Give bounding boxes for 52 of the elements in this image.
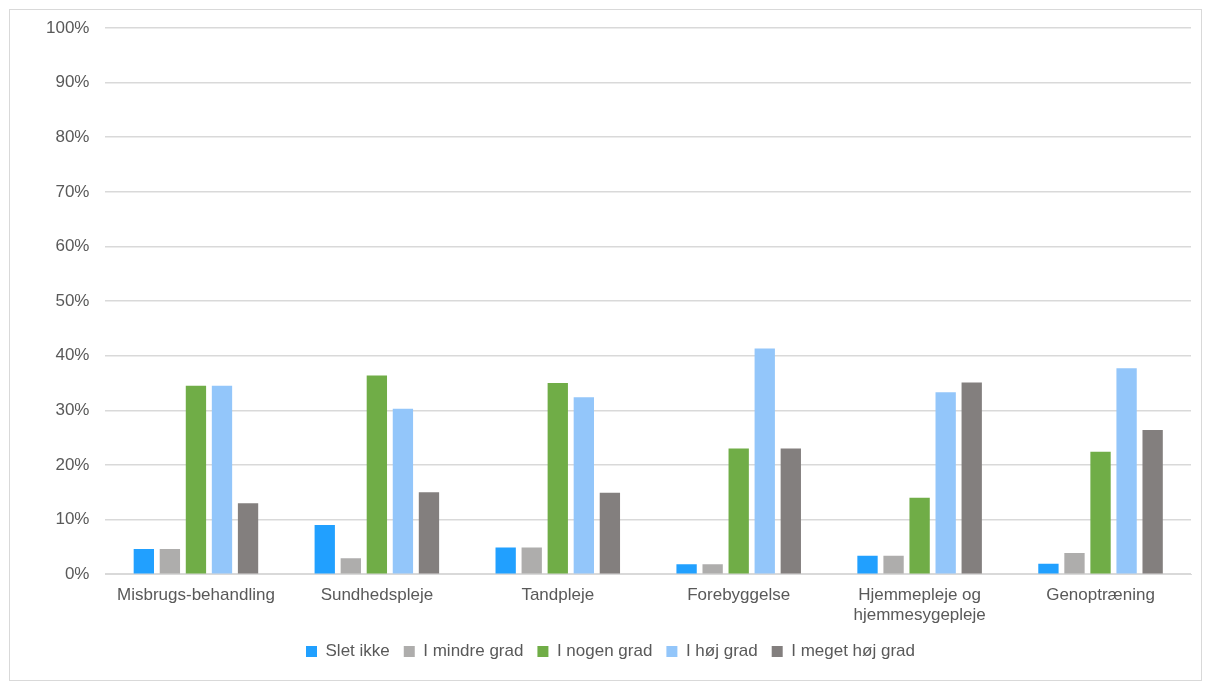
legend-label: I nogen grad [556, 641, 653, 661]
y-tick-label: 10% [55, 509, 90, 529]
bar [418, 492, 440, 574]
x-tick-label: Genoptræning [1046, 585, 1155, 605]
x-tick-label: Hjemmepleje og hjemmesygepleje [853, 585, 986, 625]
bar [366, 375, 388, 574]
bar [392, 408, 414, 574]
bar [1064, 552, 1085, 574]
bar [754, 348, 775, 574]
x-tick-label: Forebyggelse [687, 585, 791, 605]
bar [521, 547, 542, 574]
legend-label: I høj grad [685, 641, 758, 661]
bar [1090, 451, 1111, 574]
legend-label: Slet ikke [325, 641, 390, 661]
bar [314, 525, 335, 574]
bar [340, 558, 361, 574]
x-tick-label: Sundhedspleje [320, 585, 434, 605]
y-tick-label: 80% [55, 126, 90, 146]
legend-label: I mindre grad [423, 641, 524, 661]
bar [728, 448, 749, 574]
y-tick-label: 90% [55, 72, 90, 92]
bar [883, 555, 904, 574]
y-tick-label: 40% [55, 345, 90, 365]
bar [1116, 368, 1137, 574]
bar [961, 382, 982, 574]
bar [780, 448, 801, 574]
bar [857, 555, 878, 574]
bar [133, 549, 154, 574]
bar [935, 392, 956, 574]
x-tick-label: Tandpleje [521, 585, 595, 605]
bar [573, 397, 594, 574]
y-tick-label: 30% [55, 400, 90, 420]
bar [211, 385, 233, 574]
y-tick-label: 0% [64, 563, 90, 583]
bar [1142, 430, 1163, 574]
y-tick-label: 20% [55, 454, 90, 474]
bar [185, 385, 207, 574]
bar [909, 497, 930, 574]
bar [547, 383, 568, 574]
bar [702, 564, 723, 574]
bar [495, 547, 516, 574]
bar [599, 492, 621, 574]
y-tick-label: 70% [55, 181, 90, 201]
y-tick-label: 100% [46, 17, 90, 37]
bar [237, 503, 259, 574]
y-tick-label: 60% [55, 236, 90, 256]
bar [1038, 563, 1059, 574]
legend-label: I meget høj grad [791, 641, 915, 661]
y-tick-label: 50% [55, 290, 90, 310]
bar [676, 564, 697, 574]
bar [159, 549, 181, 574]
x-tick-label: Misbrugs-behandling [117, 585, 275, 605]
